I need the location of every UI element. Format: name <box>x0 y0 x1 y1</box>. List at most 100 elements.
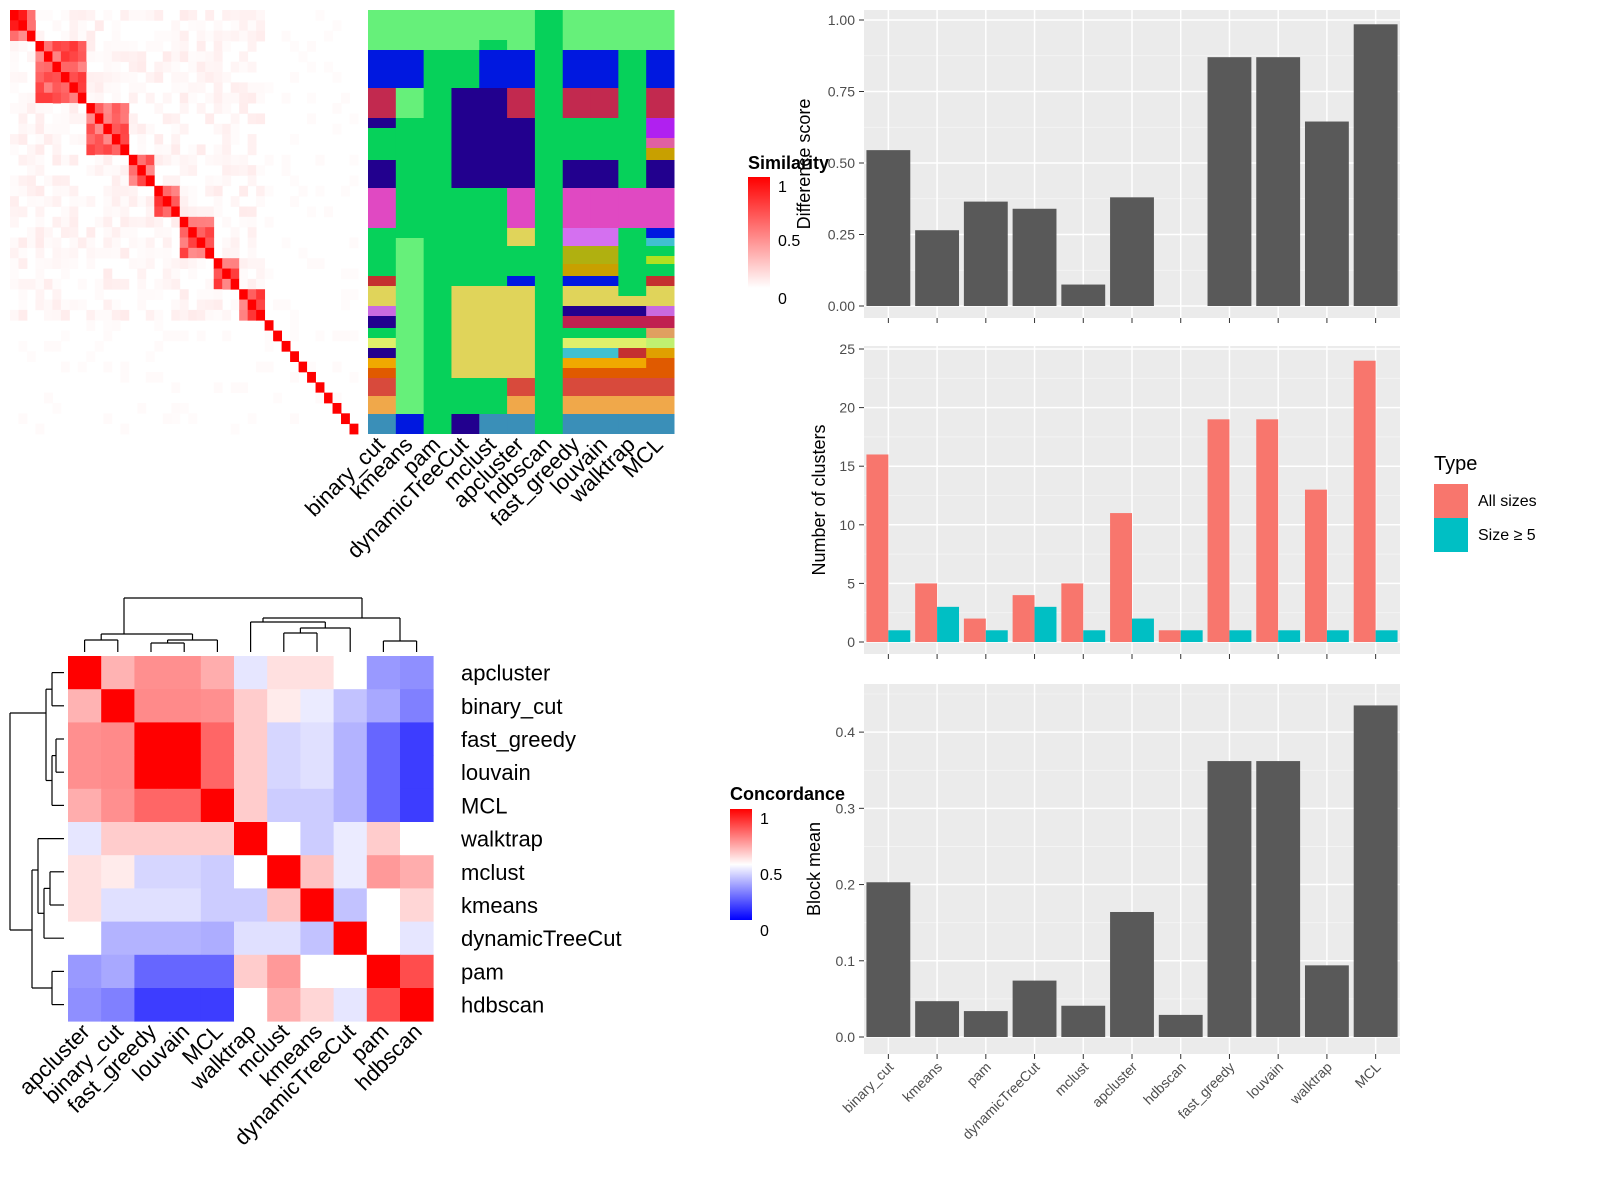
similarity-cell <box>137 134 147 145</box>
similarity-cell <box>247 10 257 21</box>
similarity-cell <box>137 268 147 280</box>
similarity-cell <box>137 82 147 94</box>
cluster-cell-binary_cut <box>368 128 397 160</box>
similarity-cell <box>111 123 121 135</box>
similarity-cell <box>120 196 130 207</box>
concordance-cell <box>134 888 168 922</box>
similarity-cell <box>179 154 189 166</box>
bar-hdbscan <box>1158 1014 1203 1037</box>
cluster-cell-fast_greedy <box>562 348 592 358</box>
cluster-cell-binary_cut <box>368 338 397 348</box>
y-tick-label: 5 <box>847 575 855 591</box>
cluster-cell-louvain <box>590 276 619 286</box>
cluster-cell-fast_greedy <box>562 118 592 160</box>
similarity-cell <box>120 371 130 383</box>
similarity-cell <box>154 61 164 73</box>
similarity-cell <box>171 330 181 342</box>
similarity-cell <box>247 237 257 249</box>
concordance-cell <box>333 656 368 690</box>
similarity-cell <box>188 82 198 94</box>
similarity-cell <box>18 20 28 32</box>
similarity-cell <box>315 154 325 166</box>
similarity-cell <box>69 51 79 63</box>
similarity-cell <box>10 82 19 94</box>
similarity-cell <box>77 113 87 125</box>
cluster-cell-mclust <box>479 188 508 286</box>
cluster-cell-fast_greedy <box>562 228 592 246</box>
concordance-cell <box>68 988 102 1022</box>
similarity-cell <box>239 216 249 228</box>
concordance-row-label: louvain <box>461 760 531 785</box>
similarity-cell <box>94 20 104 32</box>
similarity-cell <box>154 320 164 331</box>
similarity-cell <box>103 103 113 114</box>
similarity-cell <box>26 20 36 32</box>
concordance-cell <box>68 755 102 790</box>
similarity-cell <box>120 123 130 135</box>
similarity-cell <box>179 123 189 135</box>
similarity-cell <box>103 10 113 21</box>
cluster-cell-MCL <box>646 246 675 256</box>
similarity-cell <box>77 82 87 94</box>
similarity-cell <box>69 134 79 145</box>
similarity-cell <box>43 134 53 145</box>
cluster-cell-walktrap <box>618 414 647 434</box>
concordance-cell <box>68 788 102 823</box>
similarity-legend-tick-05: 0.5 <box>778 233 800 250</box>
similarity-cell <box>35 113 45 125</box>
similarity-cell <box>10 206 19 218</box>
similarity-cell <box>324 206 333 218</box>
similarity-cell <box>145 92 155 104</box>
similarity-cell <box>103 113 113 125</box>
cluster-cell-MCL <box>646 368 675 378</box>
x-tick-label: louvain <box>1244 1059 1287 1102</box>
similarity-cell <box>213 144 223 156</box>
cluster-cell-apcluster <box>507 396 536 414</box>
similarity-cell <box>35 154 45 166</box>
concordance-cell <box>200 888 235 922</box>
similarity-cell <box>69 61 79 73</box>
bar-dynamicTreeCut <box>1012 208 1057 306</box>
similarity-cell <box>77 299 87 311</box>
concordance-cell <box>167 722 202 756</box>
similarity-cell <box>171 268 181 280</box>
similarity-cell <box>239 268 249 280</box>
similarity-cell <box>52 61 62 73</box>
similarity-cell <box>18 113 28 125</box>
similarity-cell <box>145 123 155 135</box>
similarity-cell <box>171 196 181 207</box>
similarity-cell <box>69 20 79 32</box>
similarity-cell <box>52 51 62 63</box>
cluster-cell-mclust <box>479 10 508 40</box>
y-tick-label: 15 <box>839 458 855 474</box>
similarity-cell <box>103 51 113 63</box>
concordance-cell <box>167 822 202 856</box>
cluster-cell-fast_greedy <box>562 88 592 118</box>
cluster-cell-MCL <box>646 276 675 286</box>
similarity-cell <box>10 144 19 156</box>
bar-size5-MCL <box>1375 630 1398 642</box>
similarity-cell <box>154 134 164 145</box>
similarity-cell <box>239 61 249 73</box>
cluster-cell-mclust <box>479 286 508 378</box>
similarity-cell <box>18 299 28 311</box>
cluster-cell-walktrap <box>618 118 647 188</box>
concordance-row-label: dynamicTreeCut <box>461 926 622 951</box>
similarity-cell <box>154 340 164 352</box>
cluster-cell-MCL <box>646 50 675 88</box>
similarity-cell <box>171 72 181 83</box>
similarity-cell <box>349 268 359 280</box>
similarity-cell <box>69 10 79 21</box>
similarity-cell <box>86 82 96 94</box>
similarity-cell <box>171 216 181 228</box>
similarity-cell <box>120 175 130 187</box>
similarity-cell <box>52 278 62 290</box>
similarity-cell <box>35 30 45 42</box>
cluster-cell-mclust <box>479 40 508 50</box>
concordance-cell <box>300 822 334 856</box>
similarity-cell <box>35 196 45 207</box>
similarity-cell <box>179 206 189 218</box>
legend-label-all-sizes: All sizes <box>1478 493 1537 510</box>
similarity-cell <box>222 278 232 290</box>
